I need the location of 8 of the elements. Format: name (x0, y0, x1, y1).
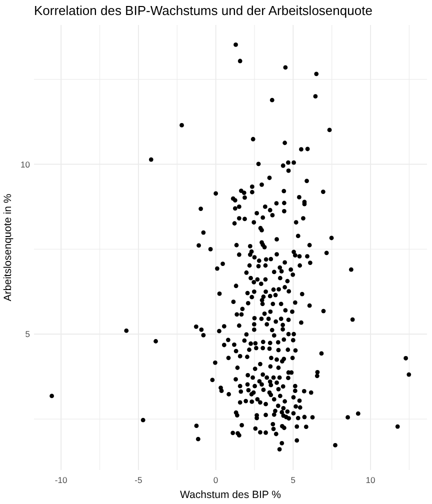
x-axis-title: Wachstum des BIP % (180, 489, 281, 501)
x-tick-label: 0 (213, 475, 218, 485)
x-tick-label: -10 (54, 475, 68, 485)
x-tick-label: -5 (134, 475, 142, 485)
chart-title: Korrelation des BIP-Wachstums und der Arbeitslosenquote (34, 3, 372, 18)
x-tick-label: 5 (290, 475, 296, 485)
x-tick-label: 10 (366, 475, 376, 485)
y-axis-title: Arbeitslosenquote in % (2, 194, 14, 302)
